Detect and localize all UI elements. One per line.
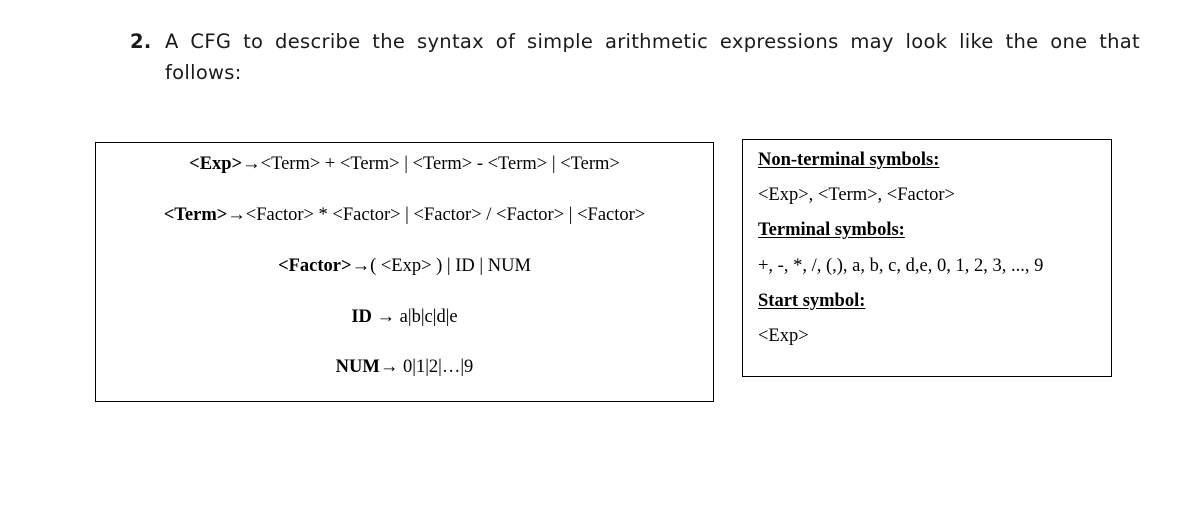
rule-rhs: a|b|c|d|e [399, 307, 458, 327]
start-heading: Start symbol: [758, 291, 866, 311]
rule-lhs: NUM [335, 357, 380, 377]
terminal-values: +, -, *, /, (,), a, b, c, d,e, 0, 1, 2, … [758, 256, 1044, 276]
question: 2. A CFG to describe the syntax of simpl… [130, 26, 1140, 88]
rule-arrow: → [242, 154, 261, 174]
grammar-rule-factor: <Factor>→( <Exp> ) | ID | NUM [96, 256, 713, 277]
nonterminal-heading: Non-terminal symbols: [758, 150, 940, 170]
terminal-heading: Terminal symbols: [758, 220, 905, 240]
symbols-box: Non-terminal symbols: <Exp>, <Term>, <Fa… [742, 139, 1112, 377]
rule-arrow: → [371, 307, 400, 327]
nonterminal-values: <Exp>, <Term>, <Factor> [758, 185, 955, 205]
rule-lhs: <Term> [163, 205, 228, 225]
rule-rhs: <Factor> * <Factor> | <Factor> / <Factor… [245, 205, 646, 225]
rule-lhs: <Exp> [189, 154, 243, 174]
rule-rhs: <Term> + <Term> | <Term> - <Term> | <Ter… [260, 154, 620, 174]
grammar-rule-num: NUM→ 0|1|2|…|9 [96, 357, 713, 378]
grammar-rule-term: <Term>→<Factor> * <Factor> | <Factor> / … [96, 205, 713, 226]
start-value: <Exp> [758, 326, 809, 346]
rule-lhs: ID [351, 307, 372, 327]
rule-arrow: → [379, 357, 403, 377]
grammar-rule-exp: <Exp>→<Term> + <Term> | <Term> - <Term> … [96, 154, 713, 175]
question-text: A CFG to describe the syntax of simple a… [165, 30, 1140, 84]
grammar-rule-id: ID → a|b|c|d|e [96, 307, 713, 328]
question-number: 2. [130, 30, 152, 53]
rule-lhs: <Factor> [278, 256, 352, 276]
rule-rhs: ( <Exp> ) | ID | NUM [370, 256, 531, 276]
rule-arrow: → [227, 205, 246, 225]
grammar-box: <Exp>→<Term> + <Term> | <Term> - <Term> … [95, 142, 714, 402]
rule-arrow: → [351, 256, 371, 276]
rule-rhs: 0|1|2|…|9 [402, 357, 474, 377]
